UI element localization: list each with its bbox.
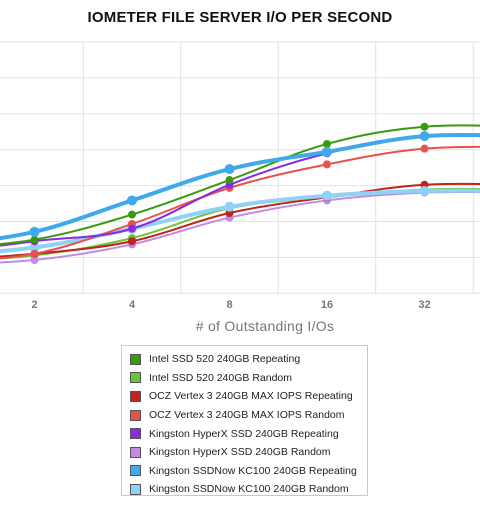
- x-tick-label: 8: [226, 299, 232, 311]
- legend-label: Kingston HyperX SSD 240GB Random: [149, 446, 331, 459]
- legend-swatch: [130, 465, 141, 477]
- data-point: [419, 131, 430, 142]
- legend-label: Kingston SSDNow KC100 240GB Random: [149, 483, 349, 496]
- grid-lines: [0, 41, 480, 294]
- legend-label: Intel SSD 520 240GB Random: [149, 371, 293, 384]
- plot-area: 2 4 8 16 32: [0, 41, 480, 311]
- legend-swatch: [130, 446, 141, 458]
- series-0: [0, 122, 480, 246]
- legend-item: Kingston HyperX SSD 240GB Repeating: [130, 424, 367, 443]
- legend-label: Kingston SSDNow KC100 240GB Repeating: [149, 464, 357, 477]
- data-point: [128, 224, 136, 233]
- legend-label: Kingston HyperX SSD 240GB Repeating: [149, 427, 339, 440]
- legend-item: Kingston SSDNow KC100 240GB Random: [130, 480, 367, 499]
- data-point: [30, 256, 39, 265]
- legend: Intel SSD 520 240GB Repeating Intel SSD 5…: [121, 345, 368, 496]
- series-5: [0, 188, 480, 265]
- legend-item: Intel SSD 520 240GB Random: [130, 369, 367, 388]
- legend-item: Kingston HyperX SSD 240GB Random: [130, 443, 367, 462]
- legend-item: OCZ Vertex 3 240GB MAX IOPS Repeating: [130, 387, 367, 406]
- x-tick-labels: 2 4 8 16 32: [31, 299, 430, 311]
- series-6: [0, 131, 480, 241]
- legend-item: OCZ Vertex 3 240GB MAX IOPS Random: [130, 406, 367, 425]
- legend-swatch: [130, 372, 141, 384]
- data-point: [323, 160, 331, 169]
- legend-item: Intel SSD 520 240GB Repeating: [130, 350, 367, 369]
- legend-swatch: [130, 390, 141, 402]
- legend-swatch: [130, 483, 141, 495]
- data-point: [128, 237, 136, 246]
- data-point: [420, 122, 429, 131]
- legend-label: Intel SSD 520 240GB Repeating: [149, 353, 301, 366]
- legend-swatch: [130, 353, 141, 365]
- series-lines: [0, 122, 480, 265]
- series-line: [0, 190, 480, 264]
- data-point: [419, 186, 430, 197]
- data-point: [224, 164, 235, 175]
- legend-swatch: [130, 409, 141, 421]
- legend-item: Kingston SSDNow KC100 240GB Repeating: [130, 462, 367, 481]
- legend-label: OCZ Vertex 3 240GB MAX IOPS Random: [149, 409, 345, 422]
- data-point: [128, 210, 136, 219]
- data-point: [322, 146, 332, 157]
- x-tick-label: 32: [418, 299, 430, 311]
- data-point: [30, 249, 39, 258]
- chart-title: IOMETER FILE SERVER I/O PER SECOND: [87, 9, 393, 26]
- x-tick-label: 16: [321, 299, 333, 311]
- data-point: [225, 176, 234, 185]
- series-line: [0, 124, 480, 246]
- data-point: [420, 144, 429, 153]
- x-tick-label: 4: [129, 299, 136, 311]
- data-point: [322, 190, 332, 201]
- data-point: [29, 226, 40, 237]
- legend-label: OCZ Vertex 3 240GB MAX IOPS Repeating: [149, 390, 353, 403]
- data-point: [29, 242, 40, 253]
- x-axis-title: # of Outstanding I/Os: [195, 318, 335, 334]
- x-tick-label: 2: [31, 299, 37, 311]
- data-point: [30, 235, 39, 244]
- data-point: [323, 139, 331, 148]
- data-point: [224, 201, 235, 212]
- data-point: [127, 195, 137, 206]
- legend-swatch: [130, 428, 141, 440]
